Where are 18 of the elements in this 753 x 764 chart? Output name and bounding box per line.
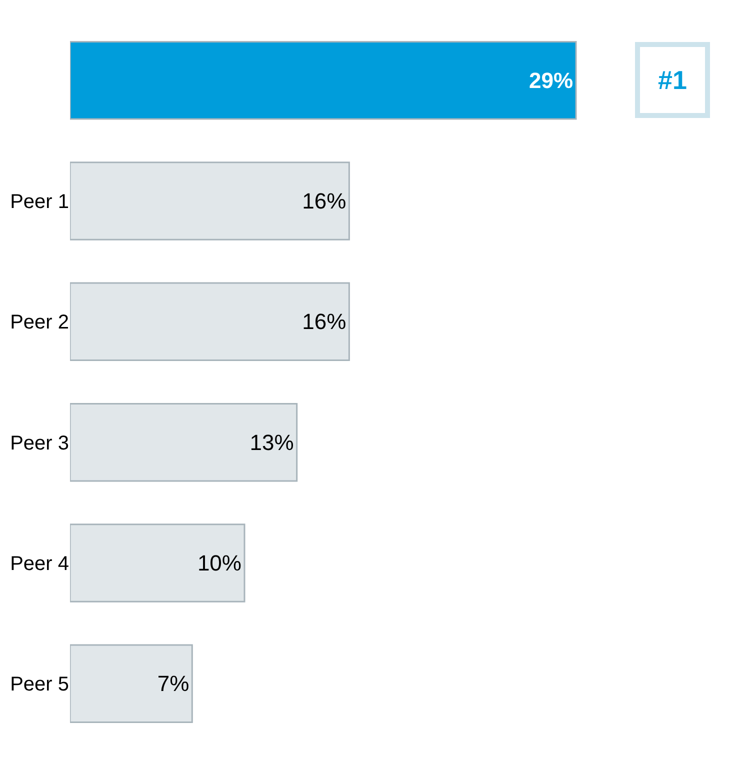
data-label: 13% [250,430,294,455]
bar [70,644,193,724]
bar [70,40,577,120]
data-label: 16% [302,188,346,214]
bar [70,402,298,482]
data-label: 10% [197,550,242,576]
y-tick-label: Peer 4 [10,553,69,575]
y-tick-label: Peer 5 [10,674,69,696]
data-label: 16% [302,309,346,334]
bar [70,524,246,602]
bar [70,162,350,240]
y-tick-label: Peer 1 [10,191,69,213]
text: #1 [658,65,687,95]
data-label: 7% [157,671,190,696]
y-tick-label: Peer 3 [10,432,69,454]
data-label: 29% [528,68,574,93]
y-tick-label: Peer 2 [10,312,69,334]
bar [70,282,350,362]
